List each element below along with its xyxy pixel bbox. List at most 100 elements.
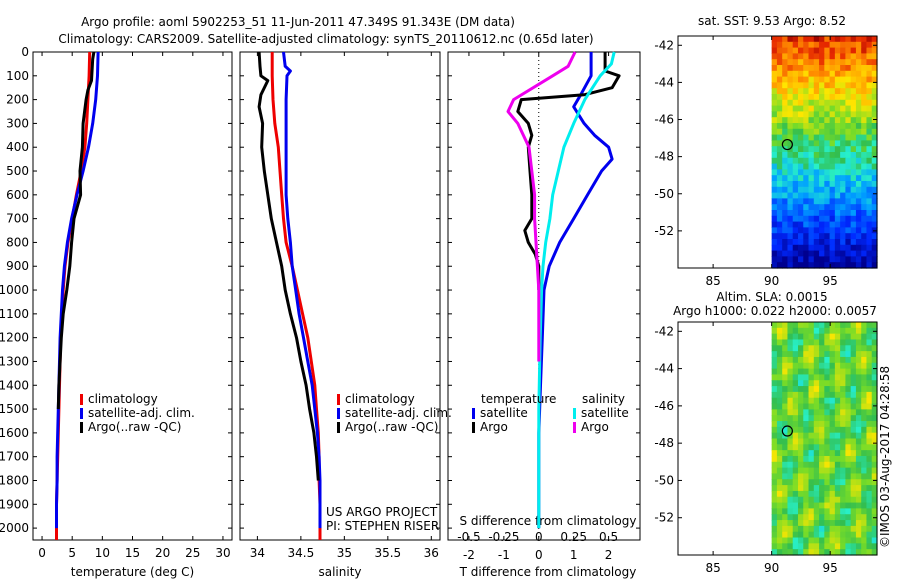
diff-legend-swatch: [573, 408, 576, 419]
map-cell: [808, 76, 815, 83]
map-cell: [776, 374, 783, 381]
map-cell: [866, 514, 873, 521]
map-cell: [797, 386, 804, 393]
map-cell: [776, 262, 783, 269]
map-cell: [787, 53, 794, 60]
map-cell: [866, 111, 873, 118]
map-cell: [850, 244, 857, 252]
map-cell: [792, 250, 799, 257]
map-cell: [855, 450, 862, 457]
map-cell: [782, 152, 789, 159]
map-cell: [866, 82, 873, 89]
map-cell: [803, 549, 810, 556]
map-cell: [855, 525, 862, 533]
map-cell: [797, 175, 804, 182]
map-cell: [797, 322, 804, 329]
map-cell: [871, 525, 878, 533]
salinity-xtick-label: 34: [250, 546, 265, 560]
map-cell: [866, 368, 873, 376]
map-cell: [803, 105, 810, 112]
salinity-xlabel: salinity: [318, 565, 361, 579]
map-cell: [797, 356, 804, 364]
map-cell: [866, 152, 873, 159]
map-cell: [866, 485, 873, 492]
map-cell: [845, 531, 852, 539]
map-cell: [866, 117, 873, 124]
map-cell: [871, 99, 878, 107]
map-cell: [797, 473, 804, 480]
map-cell: [797, 82, 804, 89]
map-cell: [840, 345, 846, 352]
map-cell: [819, 123, 825, 130]
map-cell: [819, 169, 825, 176]
map-cell: [845, 65, 852, 72]
map-cell: [771, 244, 778, 252]
map-cell: [834, 186, 841, 194]
difference-series-temperature-satellite: [537, 52, 614, 529]
map-cell: [776, 134, 783, 141]
map-cell: [840, 490, 846, 498]
map-cell: [813, 175, 820, 182]
map-cell: [845, 233, 852, 240]
map-cell: [797, 65, 804, 72]
map-cell: [776, 94, 783, 101]
map-cell: [803, 374, 810, 381]
map-cell: [866, 351, 873, 358]
temperature-legend-swatch: [80, 394, 83, 405]
map-cell: [819, 415, 825, 422]
map-cell: [792, 76, 799, 83]
map-cell: [803, 59, 810, 66]
map-cell: [855, 351, 862, 358]
map-cell: [771, 409, 778, 416]
map-cell: [861, 345, 868, 352]
map-cell: [771, 215, 778, 223]
map-cell: [861, 175, 868, 182]
map-cell: [850, 192, 857, 199]
map-cell: [782, 239, 789, 246]
map-cell: [855, 262, 862, 269]
map-cell: [782, 514, 789, 521]
map-cell: [782, 426, 789, 434]
salinity-frame: [239, 51, 441, 541]
map-cell: [834, 59, 841, 66]
map-cell: [829, 386, 836, 393]
map-cell: [813, 192, 820, 199]
map-cell: [803, 403, 810, 410]
map-cell: [824, 82, 831, 89]
map-cell: [866, 140, 873, 147]
map-cell: [829, 169, 836, 176]
map-cell: [808, 508, 815, 515]
map-cell: [813, 221, 820, 228]
map-cell: [813, 543, 820, 550]
map-cell: [850, 327, 857, 335]
map-cell: [840, 198, 846, 205]
map-cell: [771, 221, 778, 228]
salinity-legend-label: climatology: [345, 392, 415, 406]
map-cell: [850, 432, 857, 440]
map-cell: [829, 543, 836, 550]
map-cell: [776, 227, 783, 234]
map-cell: [840, 450, 846, 457]
map-cell: [787, 520, 794, 527]
map-cell: [824, 134, 831, 141]
map-cell: [850, 438, 857, 445]
map-cell: [792, 520, 799, 527]
map-cell: [861, 496, 868, 504]
map-cell: [782, 438, 789, 445]
depth-tick-label: 1700: [0, 450, 29, 464]
map-cell: [824, 345, 831, 352]
map-cell: [771, 490, 778, 498]
map-cell: [776, 403, 783, 410]
map-cell: [819, 198, 825, 205]
map-cell: [871, 339, 878, 346]
depth-tick-label: 700: [6, 212, 29, 226]
map-cell: [829, 157, 836, 165]
map-cell: [813, 169, 820, 176]
map-cell: [813, 485, 820, 492]
salinity-legend-swatch: [337, 394, 340, 405]
map-xtick-label: 95: [823, 561, 838, 575]
map-cell: [829, 467, 836, 475]
map-cell: [850, 140, 857, 147]
map-cell: [871, 415, 878, 422]
map-cell: [813, 82, 820, 89]
